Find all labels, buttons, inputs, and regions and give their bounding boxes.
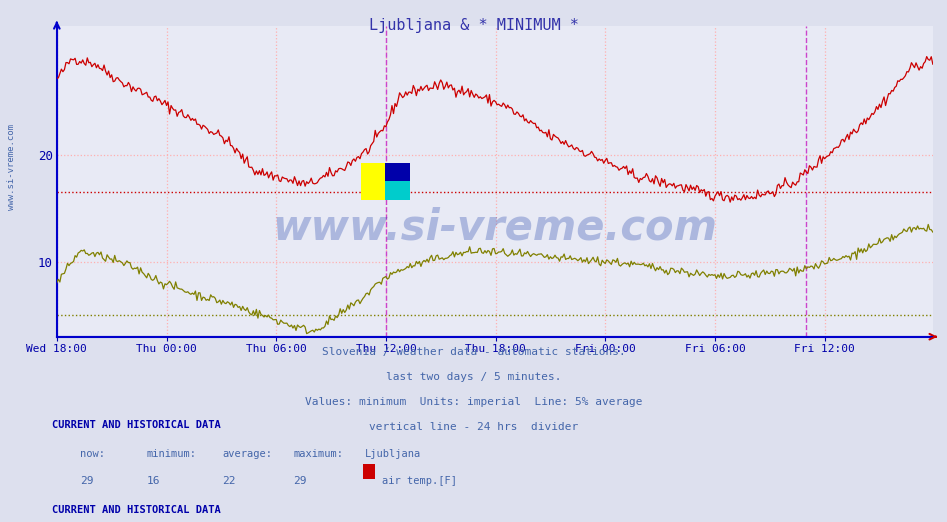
Text: 29: 29 xyxy=(294,476,307,486)
Bar xyxy=(361,163,385,200)
Text: Ljubljana: Ljubljana xyxy=(365,449,420,459)
Text: 16: 16 xyxy=(147,476,160,486)
Text: Values: minimum  Units: imperial  Line: 5% average: Values: minimum Units: imperial Line: 5%… xyxy=(305,397,642,407)
Text: Ljubljana & * MINIMUM *: Ljubljana & * MINIMUM * xyxy=(368,18,579,33)
Text: maximum:: maximum: xyxy=(294,449,344,459)
Text: www.si-vreme.com: www.si-vreme.com xyxy=(7,124,16,210)
Text: 29: 29 xyxy=(80,476,94,486)
Text: average:: average: xyxy=(223,449,273,459)
Text: Slovenia / weather data - automatic stations.: Slovenia / weather data - automatic stat… xyxy=(322,347,625,357)
Text: www.si-vreme.com: www.si-vreme.com xyxy=(273,207,717,249)
Text: air temp.[F]: air temp.[F] xyxy=(382,476,456,486)
Text: CURRENT AND HISTORICAL DATA: CURRENT AND HISTORICAL DATA xyxy=(52,505,221,515)
Text: now:: now: xyxy=(80,449,105,459)
Text: last two days / 5 minutes.: last two days / 5 minutes. xyxy=(385,372,562,382)
Text: 22: 22 xyxy=(223,476,236,486)
Text: minimum:: minimum: xyxy=(147,449,197,459)
Text: vertical line - 24 hrs  divider: vertical line - 24 hrs divider xyxy=(369,422,578,432)
Text: CURRENT AND HISTORICAL DATA: CURRENT AND HISTORICAL DATA xyxy=(52,420,221,430)
Bar xyxy=(385,182,410,200)
Bar xyxy=(385,163,410,182)
